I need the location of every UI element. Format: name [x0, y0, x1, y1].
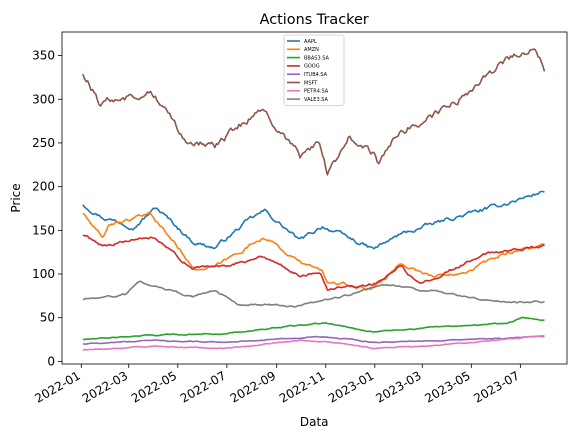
legend-label: ITUB4.SA	[304, 72, 328, 78]
x-tick-label: 2023-01	[326, 368, 376, 405]
legend-label: AAPL	[304, 39, 317, 45]
series-line-amzn	[82, 211, 545, 291]
y-tick-label: 0	[47, 354, 55, 368]
legend-box	[283, 34, 345, 106]
series-line-msft	[82, 48, 546, 176]
y-tick-label: 100	[32, 267, 55, 281]
legend-label: AMZN	[304, 47, 319, 53]
series-line-aapl	[82, 190, 545, 250]
y-tick-label: 200	[32, 180, 55, 194]
series-line-vale3-sa	[82, 280, 545, 308]
chart-title: Actions Tracker	[260, 12, 369, 28]
legend: AAPL AMZN BBAS3.SA GOOG ITUB4.SA MSFT PETR4.SA…	[283, 34, 345, 106]
series-line-goog	[82, 234, 545, 291]
y-axis-label: Price	[9, 183, 23, 212]
legend-label: BBAS3.SA	[304, 55, 329, 61]
legend-label: PETR4.SA	[304, 89, 329, 95]
y-tick-label: 250	[32, 136, 55, 150]
y-tick-label: 300	[32, 92, 55, 106]
legend-label: VALE3.SA	[304, 97, 329, 103]
plot-area	[82, 48, 546, 351]
x-tick-label: 2023-07	[471, 368, 521, 405]
x-axis-label: Data	[300, 415, 329, 429]
x-tick-label: 2022-03	[80, 368, 130, 405]
x-tick-label: 2022-01	[32, 368, 82, 405]
legend-label: MSFT	[304, 80, 318, 86]
y-axis: 0 50 100 150 200 250 300 350	[32, 49, 62, 368]
y-tick-label: 50	[40, 311, 55, 325]
series-line-bbas3-sa	[82, 316, 545, 341]
plot-frame	[61, 31, 568, 365]
x-tick-label: 2023-03	[373, 368, 423, 405]
series-line-itub4-sa	[82, 335, 545, 345]
x-tick-label: 2022-09	[228, 368, 278, 405]
x-tick-label: 2022-07	[178, 368, 228, 405]
y-tick-label: 150	[32, 223, 55, 237]
x-tick-label: 2022-05	[129, 368, 179, 405]
legend-label: GOOG	[304, 64, 320, 70]
series-line-petr4-sa	[82, 335, 545, 351]
x-tick-label: 2023-05	[422, 368, 472, 405]
y-tick-label: 350	[32, 49, 55, 63]
x-tick-label: 2022-11	[277, 368, 327, 405]
